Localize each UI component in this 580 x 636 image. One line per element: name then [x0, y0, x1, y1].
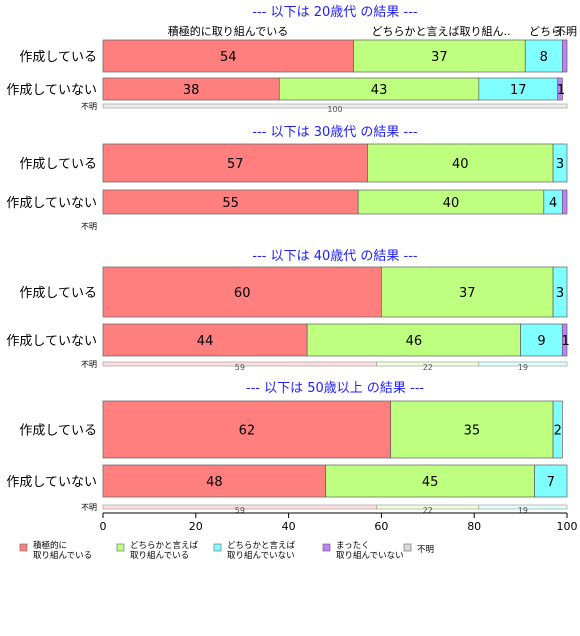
legend-label: 積極的に取り組んでいる	[33, 540, 92, 561]
data-label: 48	[206, 475, 223, 490]
panel-title: --- 以下は 20歳代 の結果 ---	[252, 5, 418, 20]
bar-segment	[520, 323, 563, 357]
x-tick-label: 20	[189, 520, 203, 533]
x-tick-label: 100	[557, 520, 578, 533]
row-label: 作成している	[19, 286, 97, 301]
row-label: 作成していない	[6, 334, 97, 349]
unknown-data-label: 59	[235, 506, 245, 515]
bar-segment	[552, 266, 568, 318]
x-tick-label: 40	[282, 520, 296, 533]
row-label: 作成している	[19, 50, 97, 65]
panel-title: --- 以下は 40歳代 の結果 ---	[252, 249, 418, 264]
data-label: 40	[443, 196, 460, 211]
bar-segment	[381, 266, 554, 318]
legend-swatch	[116, 543, 125, 552]
unknown-bar-segment	[102, 103, 568, 109]
data-label: 55	[222, 196, 239, 211]
row-label: 作成していない	[6, 83, 97, 98]
x-tick-label: 60	[374, 520, 388, 533]
row-label: 作成している	[19, 157, 97, 172]
bar-segment	[552, 400, 563, 459]
bar-segment	[367, 143, 554, 183]
unknown-data-label: 19	[518, 506, 528, 515]
data-label: 46	[406, 334, 423, 349]
x-tick-label: 80	[467, 520, 481, 533]
header-label: どちらかと言えば取り組ん..	[372, 25, 511, 38]
panel-title: --- 以下は 50歳以上 の結果 ---	[246, 381, 425, 396]
bar-segment	[562, 189, 568, 215]
unknown-data-label: 100	[327, 105, 342, 114]
x-tick-label: 0	[100, 520, 107, 533]
data-label: 3	[556, 286, 564, 301]
unknown-row-label: 不明	[81, 222, 97, 231]
data-label: 4	[549, 196, 557, 211]
panel-title: --- 以下は 30歳代 の結果 ---	[252, 125, 418, 140]
data-label: 37	[431, 50, 448, 65]
row-label: 作成していない	[6, 475, 97, 490]
header-label: 不明	[555, 25, 577, 38]
legend-label: どちらかと言えば取り組んでいない	[227, 540, 296, 561]
bar-segment	[102, 323, 308, 357]
legend-label: 不明	[417, 545, 434, 555]
row-label: 作成していない	[6, 196, 97, 211]
data-label: 2	[554, 424, 562, 439]
unknown-data-label: 59	[235, 363, 245, 372]
data-label: 8	[540, 50, 548, 65]
unknown-bar-segment	[478, 361, 568, 367]
bar-segment	[102, 464, 327, 498]
bar-segment	[390, 400, 554, 459]
data-label: 54	[220, 50, 237, 65]
header-label: どちら..	[529, 25, 569, 38]
data-label: 60	[234, 286, 251, 301]
legend-label: どちらかと言えば取り組んでいる	[130, 540, 199, 561]
bar-segment	[102, 266, 382, 318]
unknown-row-label: 不明	[81, 102, 97, 111]
data-label: 1	[562, 334, 570, 349]
data-label: 35	[464, 424, 481, 439]
unknown-row-label: 不明	[81, 360, 97, 369]
unknown-row-label: 不明	[81, 503, 97, 512]
data-label: 44	[197, 334, 214, 349]
legend-label: まったく取り組んでいない	[336, 541, 404, 561]
data-label: 38	[183, 83, 200, 98]
unknown-data-label: 19	[518, 363, 528, 372]
data-label: 1	[557, 83, 565, 98]
unknown-data-label: 22	[423, 363, 433, 372]
bar-segment	[552, 143, 568, 183]
data-label: 17	[510, 83, 527, 98]
header-label: 積極的に取り組んでいる	[168, 24, 288, 38]
bar-segment	[357, 189, 545, 215]
row-label: 作成している	[19, 424, 97, 439]
data-label: 45	[422, 475, 439, 490]
data-label: 40	[452, 157, 469, 172]
data-label: 62	[239, 424, 256, 439]
bar-segment	[325, 464, 535, 498]
bar-segment	[102, 400, 392, 459]
bar-segment	[353, 39, 526, 73]
data-label: 37	[459, 286, 476, 301]
bar-segment	[534, 464, 568, 498]
bar-segment	[306, 323, 521, 357]
legend-swatch	[322, 543, 331, 552]
legend-swatch	[19, 543, 28, 552]
legend-swatch	[403, 543, 412, 552]
bar-segment	[557, 77, 563, 101]
data-label: 3	[556, 157, 564, 172]
unknown-bar-segment	[478, 504, 568, 510]
data-label: 9	[537, 334, 545, 349]
data-label: 7	[547, 475, 555, 490]
unknown-data-label: 22	[423, 506, 433, 515]
bar-segment	[562, 323, 568, 357]
bar-segment	[102, 189, 359, 215]
legend-swatch	[213, 543, 222, 552]
data-label: 43	[371, 83, 388, 98]
bar-segment	[562, 39, 568, 73]
data-label: 57	[227, 157, 244, 172]
